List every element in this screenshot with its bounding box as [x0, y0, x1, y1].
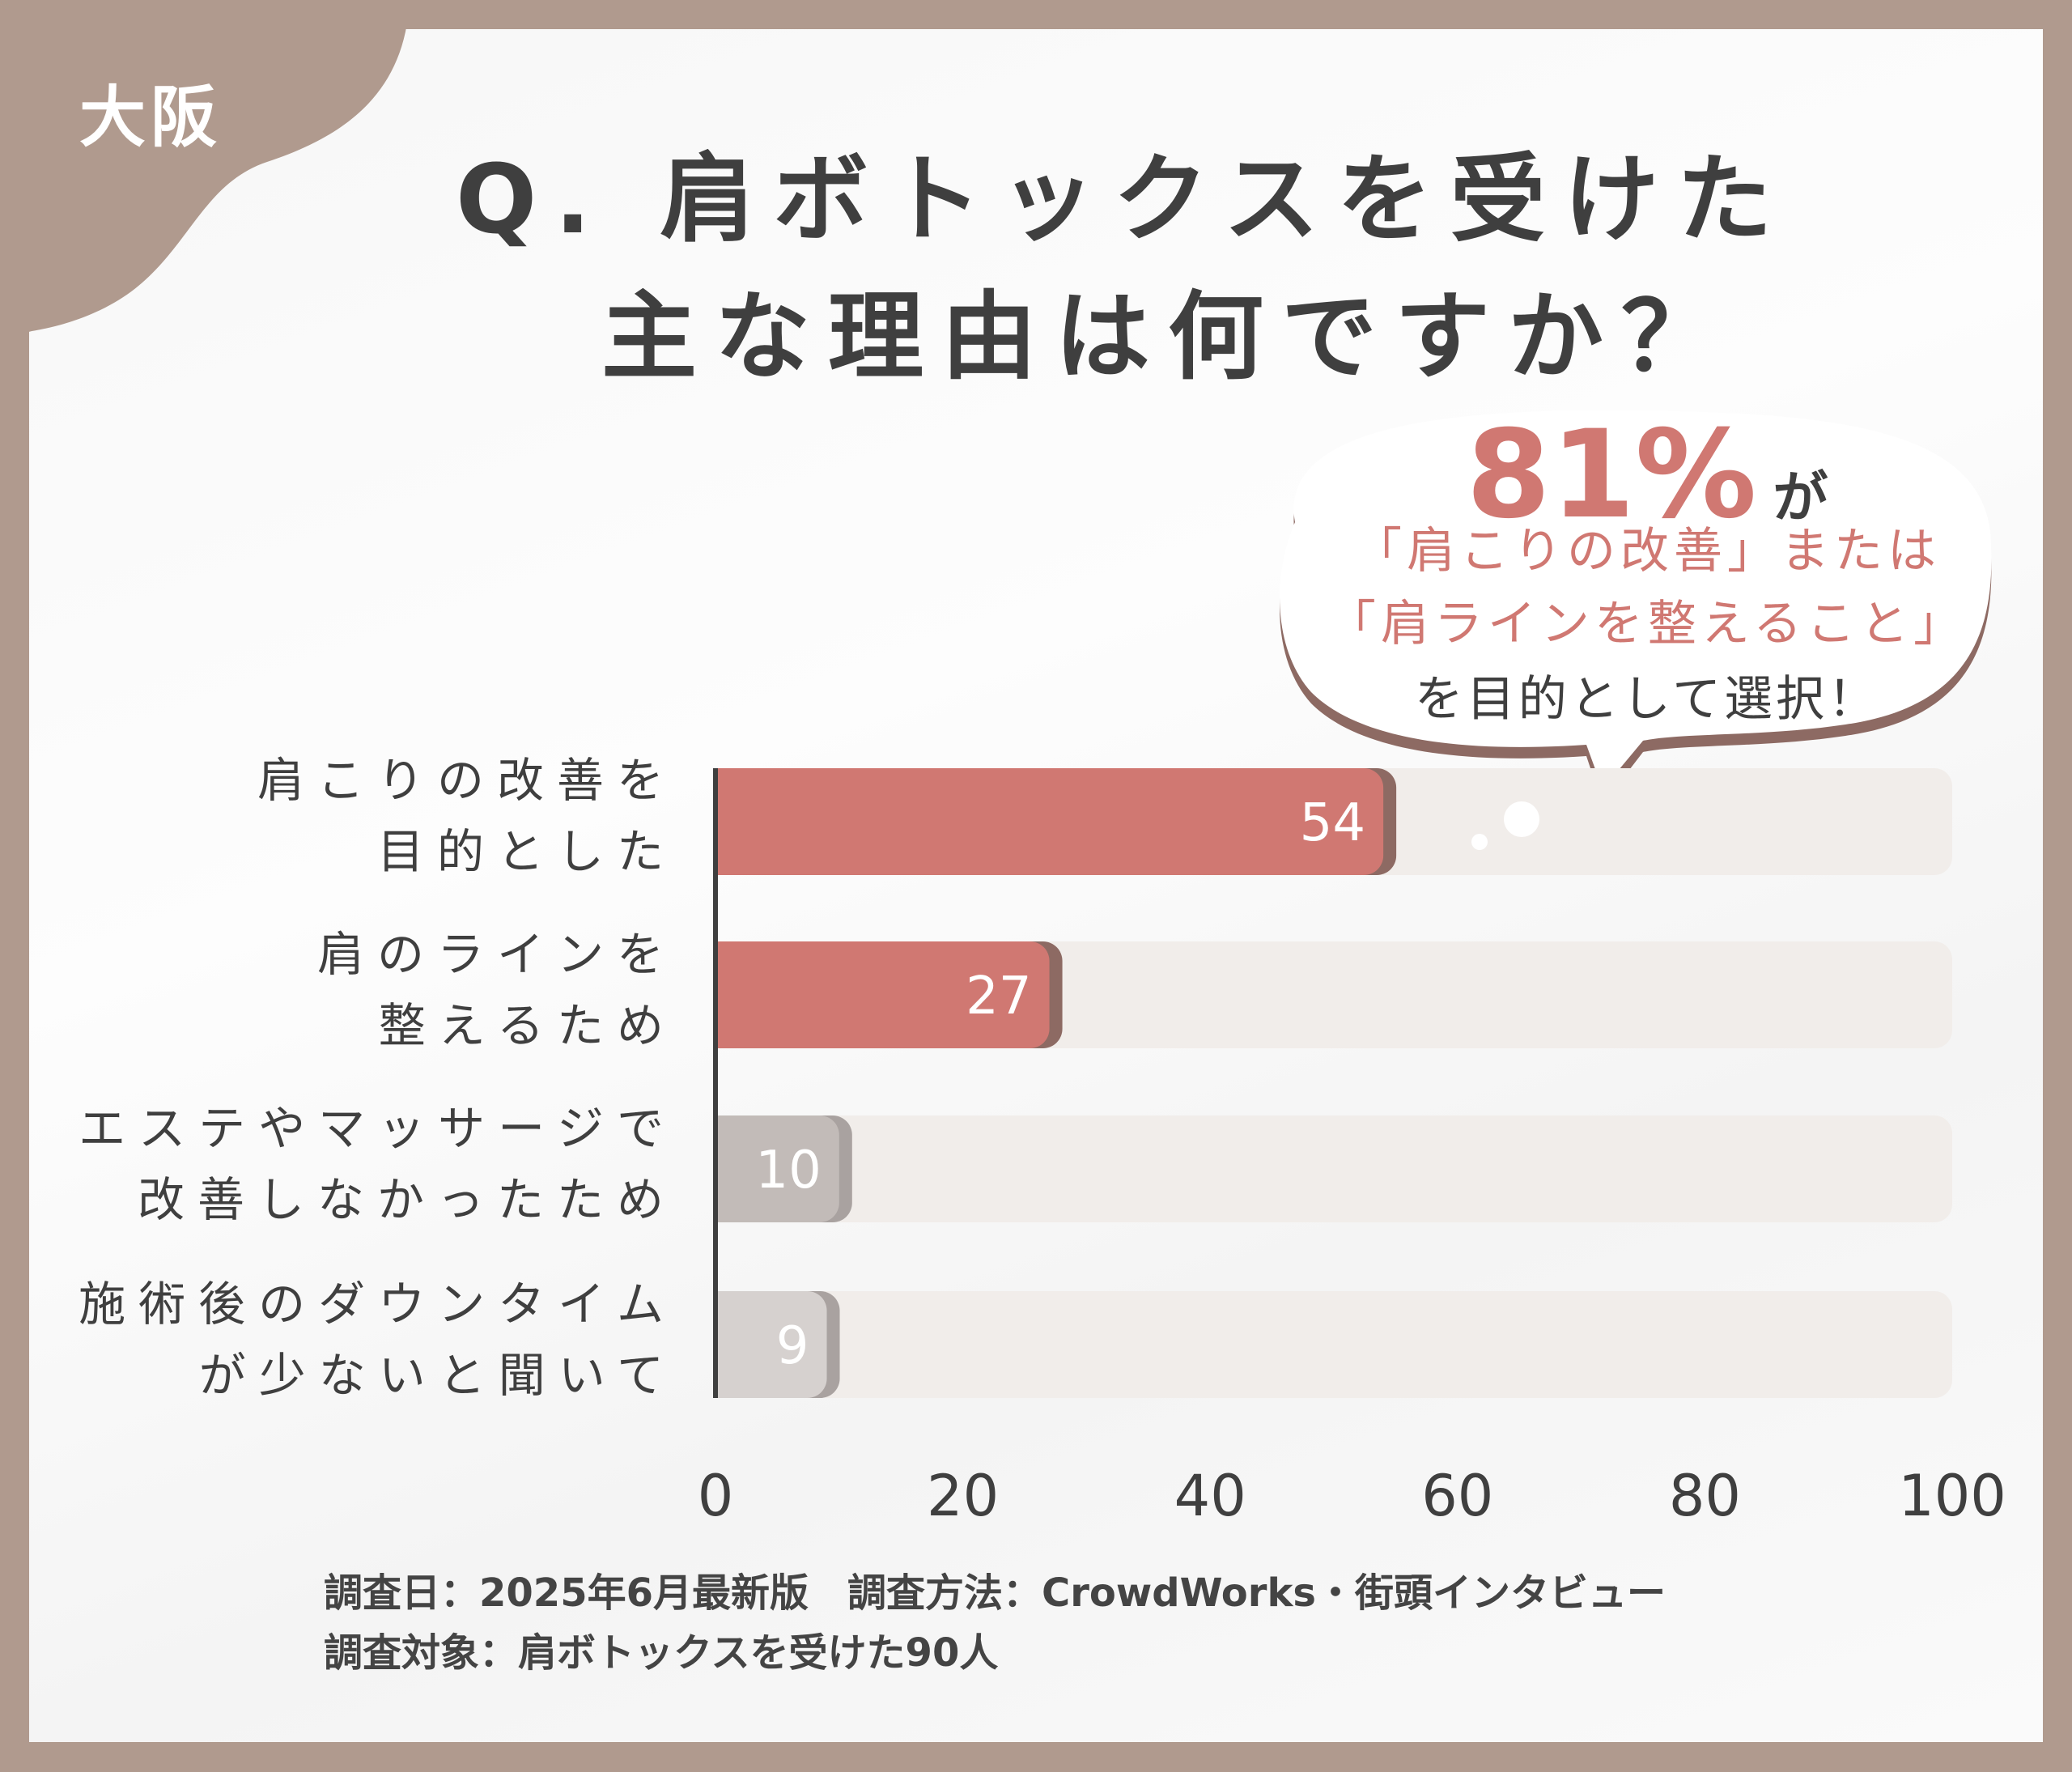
bar — [715, 768, 1384, 875]
footer-line-2: 調査対象：肩ボトックスを受けた90人 — [324, 1630, 999, 1676]
category-label-4: 施術後のダウンタイムが少ないと聞いて — [79, 1268, 677, 1411]
bar-chart: 54 27 10 9 0 20 40 60 80 100 — [698, 768, 2006, 1529]
category-label-3-line-1: エステやマッサージで — [79, 1101, 677, 1156]
callout-line-1: 「肩こりの改善」または — [1353, 523, 1941, 580]
infographic-panel — [29, 29, 2043, 1742]
footer-line-1: 調査日：2025年6月最新版 調査方法：CrowdWorks・街頭インタビュー — [324, 1570, 1666, 1616]
category-label-4-line-2: が少ないと聞いて — [198, 1348, 677, 1403]
bubble-dot-large — [1504, 801, 1539, 837]
bubble-dot-small — [1471, 834, 1488, 850]
x-tick-label: 40 — [1174, 1463, 1246, 1529]
callout-percent-value: 81% — [1466, 405, 1757, 546]
bar-value-label: 27 — [966, 967, 1031, 1026]
callout-line-3: を目的として選択！ — [1414, 671, 1880, 728]
bar-value-label: 54 — [1300, 793, 1365, 853]
bar — [715, 1115, 839, 1222]
bar-value-label: 10 — [755, 1141, 821, 1200]
title-line-1: Q. 肩ボトックスを受けた — [456, 143, 1790, 255]
category-label-1-line-1: 肩こりの改善を — [257, 753, 677, 808]
callout-particle: が — [1773, 466, 1828, 530]
x-tick-label: 0 — [698, 1463, 734, 1529]
callout-percent: 81% が — [1283, 405, 2011, 546]
bar-base — [715, 1115, 740, 1222]
bar-value-label: 9 — [776, 1316, 809, 1376]
region-label: 大阪 — [79, 79, 223, 156]
category-label-3: エステやマッサージで改善しなかったため — [79, 1093, 677, 1235]
bar-base — [715, 768, 740, 875]
bar-track — [715, 1115, 1952, 1222]
x-tick-label: 80 — [1669, 1463, 1741, 1529]
corner-decoration — [0, 0, 410, 332]
x-tick-label: 20 — [927, 1463, 999, 1529]
category-label-1-line-2: 目的とした — [376, 824, 677, 879]
title-line-2: 主な理由は何ですか？ — [601, 281, 1735, 393]
category-label-2-line-2: 整えるため — [378, 998, 677, 1053]
x-tick-label: 60 — [1421, 1463, 1493, 1529]
category-label-3-line-2: 改善しなかったため — [137, 1172, 677, 1227]
bar — [715, 941, 1050, 1048]
bar-base — [715, 941, 740, 1048]
bar-base — [715, 1291, 740, 1398]
category-label-2: 肩のラインを整えるため — [317, 919, 677, 1061]
speech-bubble — [1280, 410, 1992, 805]
x-tick-label: 100 — [1898, 1463, 2006, 1529]
bar — [715, 1291, 827, 1398]
bar-track — [715, 1291, 1952, 1398]
category-label-1: 肩こりの改善を目的とした — [257, 745, 677, 887]
category-label-4-line-1: 施術後のダウンタイム — [79, 1277, 677, 1332]
category-label-2-line-1: 肩のラインを — [316, 927, 677, 982]
callout-line-2: 「肩ラインを整えること」 — [1327, 596, 1968, 652]
